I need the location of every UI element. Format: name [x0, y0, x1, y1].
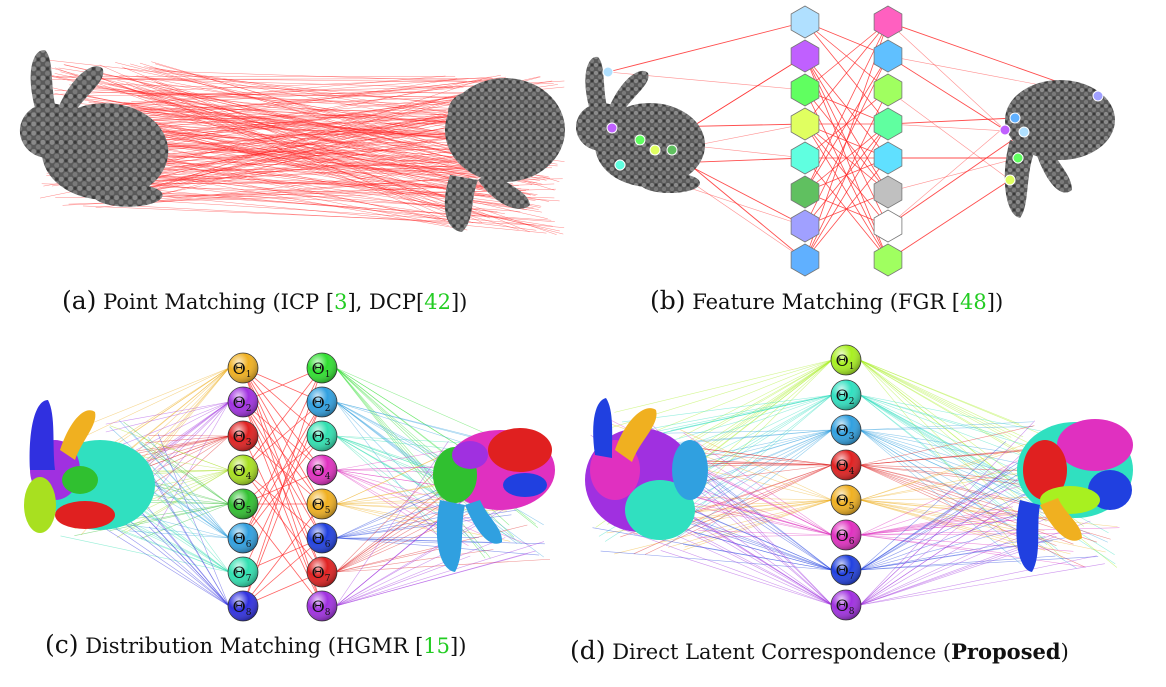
b-feature-hex-right	[873, 175, 903, 209]
caption-b-title: Feature Matching (FGR [	[692, 290, 961, 314]
b-keypoint	[649, 144, 661, 156]
b-keypoint	[614, 159, 626, 171]
caption-b-label: (b)	[650, 286, 686, 315]
d-target-bunny	[1016, 419, 1133, 572]
c-theta-right-1: Θ1	[306, 352, 338, 384]
b-feature-hex-right	[873, 5, 903, 39]
d-theta-7: Θ7	[830, 554, 862, 586]
b-source-bunny	[576, 56, 705, 193]
c-theta-right-3: Θ3	[306, 420, 338, 452]
caption-d-label: (d)	[570, 636, 606, 665]
c-theta-left-1: Θ1	[227, 352, 259, 384]
b-keypoint	[999, 124, 1011, 136]
b-feature-hex-left	[790, 107, 820, 141]
c-theta-left-7: Θ7	[227, 556, 259, 588]
d-theta-8: Θ8	[830, 589, 862, 621]
b-keypoint	[1018, 126, 1030, 138]
caption-b-ref-fgr[interactable]: 48	[960, 290, 987, 314]
b-feature-hex-right	[873, 39, 903, 73]
panel-feature-matching	[576, 5, 1115, 277]
caption-c-end: ])	[450, 634, 467, 658]
c-target-bunny	[433, 428, 555, 572]
caption-a-title: Point Matching (ICP [	[103, 290, 335, 314]
b-feature-hex-left	[790, 5, 820, 39]
caption-d-title: Direct Latent Correspondence (	[612, 640, 952, 664]
c-theta-right-7: Θ7	[306, 556, 338, 588]
a-target-bunny	[444, 78, 565, 232]
c-theta-left-2: Θ2	[227, 386, 259, 418]
b-target-bunny	[1004, 80, 1115, 218]
b-keypoint	[1004, 174, 1016, 186]
a-source-bunny	[19, 50, 169, 207]
b-feature-hex-right	[873, 209, 903, 243]
caption-a: (a) Point Matching (ICP [3], DCP[42])	[62, 286, 467, 315]
caption-b-end: ])	[986, 290, 1004, 314]
d-theta-1: Θ1	[830, 344, 862, 376]
b-feature-hex-right	[873, 73, 903, 107]
d-theta-6: Θ6	[830, 519, 862, 551]
c-theta-right-6: Θ6	[306, 522, 338, 554]
b-feature-hex-left	[790, 39, 820, 73]
b-feature-hex-left	[790, 175, 820, 209]
c-theta-left-8: Θ8	[227, 590, 259, 622]
c-source-bunny	[24, 400, 155, 533]
caption-c: (c) Distribution Matching (HGMR [15])	[45, 630, 466, 659]
b-keypoint	[606, 122, 618, 134]
c-theta-left-3: Θ3	[227, 420, 259, 452]
caption-a-label: (a)	[62, 286, 97, 315]
caption-a-ref-dcp[interactable]: 42	[424, 290, 451, 314]
c-theta-right-2: Θ2	[306, 386, 338, 418]
c-theta-left-5: Θ5	[227, 488, 259, 520]
caption-d-end: )	[1060, 640, 1069, 664]
b-keypoint	[666, 144, 678, 156]
caption-b: (b) Feature Matching (FGR [48])	[650, 286, 1003, 315]
b-feature-hex-right	[873, 243, 903, 277]
b-feature-hex-left	[790, 73, 820, 107]
caption-c-title: Distribution Matching (HGMR [	[85, 634, 424, 658]
b-keypoint	[602, 66, 614, 78]
c-theta-left-6: Θ6	[227, 522, 259, 554]
d-theta-4: Θ4	[830, 449, 862, 481]
b-feature-hex-left	[790, 209, 820, 243]
caption-c-label: (c)	[45, 630, 79, 659]
caption-a-mid: ], DCP[	[347, 290, 425, 314]
caption-a-end: ])	[450, 290, 468, 314]
d-theta-3: Θ3	[830, 414, 862, 446]
b-feature-hex-left	[790, 243, 820, 277]
c-theta-left-4: Θ4	[227, 454, 259, 486]
b-feature-hex-right	[873, 141, 903, 175]
b-feature-hex-left	[790, 141, 820, 175]
caption-a-ref-icp[interactable]: 3	[334, 290, 348, 314]
c-theta-right-4: Θ4	[306, 454, 338, 486]
caption-d: (d) Direct Latent Correspondence (Propos…	[570, 636, 1069, 665]
c-theta-right-5: Θ5	[306, 488, 338, 520]
b-keypoint	[1092, 90, 1104, 102]
b-keypoint	[1009, 112, 1021, 124]
caption-c-ref-hgmr[interactable]: 15	[423, 634, 450, 658]
caption-d-proposed: Proposed	[951, 639, 1061, 664]
b-feature-hex-right	[873, 107, 903, 141]
c-theta-right-8: Θ8	[306, 590, 338, 622]
b-keypoint	[634, 134, 646, 146]
b-keypoint	[1012, 152, 1024, 164]
d-source-bunny	[585, 398, 708, 540]
d-theta-5: Θ5	[830, 484, 862, 516]
panel-point-matching	[19, 50, 565, 235]
d-theta-2: Θ2	[830, 379, 862, 411]
